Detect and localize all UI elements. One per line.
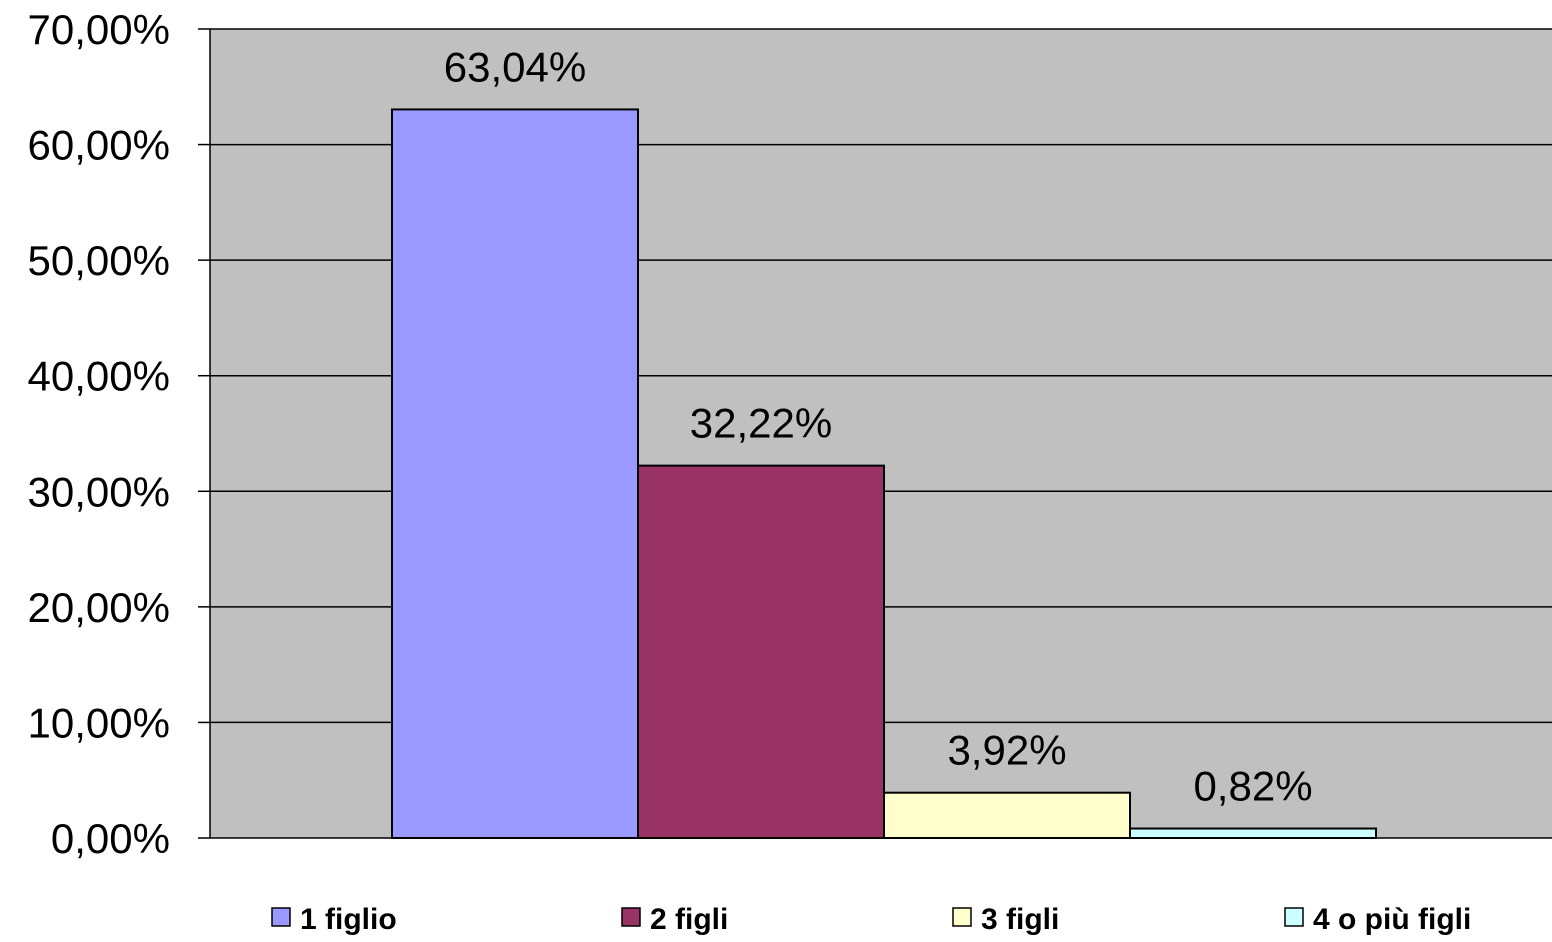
legend-swatch bbox=[1284, 907, 1304, 927]
legend-label: 2 figli bbox=[650, 903, 728, 936]
bar-2 bbox=[637, 464, 885, 839]
y-axis: 0,00% 10,00% 20,00% 30,00% 40,00% 50,00% 60,00… bbox=[28, 6, 211, 862]
data-label: 3,92% bbox=[947, 727, 1066, 774]
bars bbox=[391, 108, 1377, 839]
data-labels: 63,04% 32,22% 3,92% 0,82% bbox=[444, 43, 1313, 809]
y-tick-label: 10,00% bbox=[28, 699, 170, 746]
legend-swatch bbox=[271, 907, 291, 927]
legend-swatch bbox=[621, 907, 641, 927]
data-label: 32,22% bbox=[690, 400, 832, 447]
data-label: 63,04% bbox=[444, 43, 586, 90]
data-label: 0,82% bbox=[1193, 763, 1312, 810]
bar-1 bbox=[391, 108, 639, 839]
y-tick-label: 60,00% bbox=[28, 122, 170, 169]
legend-swatch bbox=[952, 907, 972, 927]
y-tick-label: 20,00% bbox=[28, 584, 170, 631]
y-tick-label: 0,00% bbox=[51, 815, 170, 862]
legend-label: 3 figli bbox=[981, 903, 1059, 936]
bar-4 bbox=[1129, 827, 1377, 839]
y-tick-label: 40,00% bbox=[28, 353, 170, 400]
y-tick-label: 50,00% bbox=[28, 237, 170, 284]
legend: 1 figlio 2 figli 3 figli 4 o più figli bbox=[271, 903, 1471, 936]
y-tick-label: 30,00% bbox=[28, 468, 170, 515]
bar-3 bbox=[883, 791, 1131, 839]
legend-label: 4 o più figli bbox=[1313, 903, 1471, 936]
y-tick-label: 70,00% bbox=[28, 6, 170, 53]
legend-label: 1 figlio bbox=[300, 903, 397, 936]
